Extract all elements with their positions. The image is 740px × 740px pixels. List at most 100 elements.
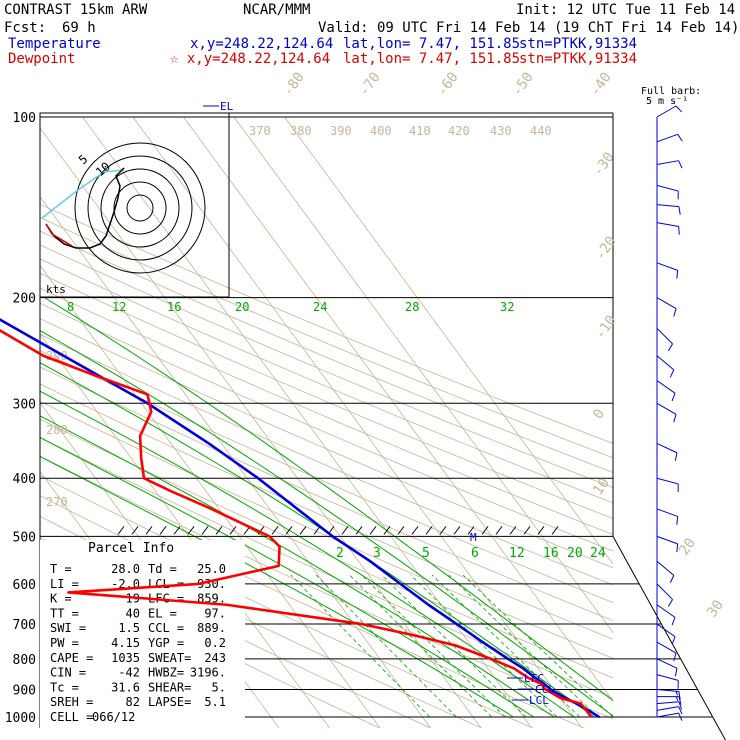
dry-adiabat-line — [40, 230, 613, 473]
dewpoint-station: stn=PTKK,91334 — [519, 51, 637, 67]
pressure-tick-label: 300 — [13, 397, 36, 412]
wind-barb-shaft — [656, 658, 678, 669]
dry-adiabat-line — [40, 455, 613, 720]
wind-barb-shaft — [656, 623, 676, 638]
temperature-point — [507, 657, 509, 660]
dewpoint-point — [472, 651, 475, 654]
wind-barb-feather — [671, 636, 676, 645]
wind-barb-shaft — [656, 402, 677, 415]
freezing-hatch — [173, 526, 181, 535]
isotherm-label: -30 — [590, 149, 618, 179]
isotherm-label: -50 — [509, 69, 537, 99]
dewpoint-point — [585, 709, 588, 712]
parcel-info-cell: SHEAR= — [148, 680, 191, 694]
dry-adiabat-line — [40, 366, 613, 622]
temperature-point — [207, 442, 210, 445]
pressure-tick-label: 200 — [13, 292, 36, 307]
dry-adiabat-line — [40, 244, 613, 488]
dewpoint-latlon: lat,lon= 7.47, 151.85 — [343, 51, 520, 67]
isotherm-label: 20 — [676, 535, 699, 558]
wind-barb-feather — [673, 414, 677, 423]
mixing-ratio-line — [349, 574, 493, 718]
dewpoint-point — [95, 374, 97, 377]
hodograph-ring — [113, 181, 167, 235]
wind-barb — [656, 712, 683, 721]
hodograph-units: kts — [46, 283, 66, 296]
parcel-info-cell: 82 — [126, 695, 140, 709]
theta-label: 420 — [448, 124, 470, 138]
wind-barb-feather — [678, 691, 681, 700]
parcel-info-cell: SREH = — [50, 695, 93, 709]
temperature-point — [369, 560, 372, 563]
pressure-tick-label: 1000 — [5, 711, 36, 726]
parcel-info-cell: Td = — [148, 562, 177, 576]
dewpoint-point — [540, 682, 542, 685]
hodograph-trace-low — [45, 223, 73, 247]
hodograph-trace — [45, 167, 125, 249]
mixing-ratio-line — [290, 574, 430, 718]
parcel-info-cell: CAPE = — [50, 651, 93, 665]
freezing-hatch — [145, 526, 153, 535]
wind-barb-feather — [676, 516, 679, 525]
freezing-hatch — [481, 526, 489, 535]
wind-barb-feather — [678, 712, 683, 721]
wind-barb-shaft — [656, 674, 679, 681]
wind-barb-feather — [676, 270, 679, 279]
mixing-ratio-line — [462, 574, 613, 718]
wind-barb-feather — [675, 691, 679, 696]
mixing-ratio-label: 20 — [567, 546, 583, 561]
parcel-info-cell: 4.15 — [111, 636, 140, 650]
lcl-marker-label: LCL — [529, 694, 549, 707]
parcel-info-cell: T = — [50, 562, 72, 576]
sounding-series — [0, 318, 601, 719]
dry-adiabat-line — [40, 437, 613, 699]
wind-barb-feather — [667, 343, 673, 352]
chart-header: CONTRAST 15km ARW NCAR/MMM Init: 12 UTC … — [4, 2, 739, 67]
wind-barb — [656, 204, 681, 215]
temperature-point — [598, 716, 601, 718]
moist-adiabat-label: 16 — [167, 300, 181, 314]
dry-adiabat-line — [40, 272, 613, 519]
plot-frame-right — [612, 113, 727, 740]
wind-barb — [656, 477, 679, 493]
freezing-hatch — [159, 526, 167, 535]
wind-barb — [656, 689, 681, 700]
wind-barb-feather — [678, 226, 680, 235]
wind-barb-feather — [676, 543, 679, 553]
theta-label: 430 — [490, 124, 512, 138]
freezing-hatch — [257, 526, 265, 535]
temperature-point — [427, 603, 430, 606]
mixing-ratio-label: 24 — [590, 546, 606, 561]
wind-barb — [656, 535, 679, 553]
lfc-marker-label: LFC — [524, 672, 544, 685]
barb-legend-line1: Full barb: — [641, 86, 701, 97]
model-title: CONTRAST 15km ARW — [4, 2, 148, 18]
temperature-point — [331, 535, 334, 538]
wind-barb — [656, 442, 678, 461]
pressure-tick-label: 700 — [13, 618, 36, 633]
freezing-hatch — [299, 526, 307, 535]
parcel-info-cell: 889. — [197, 621, 226, 635]
wind-barb-feather — [669, 369, 675, 378]
hodograph-frame — [39, 112, 230, 298]
freezing-hatch — [369, 526, 377, 535]
isotherm-line — [82, 116, 533, 728]
dry-adiabat-line — [40, 383, 613, 640]
parcel-info-cell: EL = — [148, 606, 177, 620]
moist-adiabat-label: 28 — [405, 300, 419, 314]
freezing-hatch — [215, 526, 223, 535]
dewpoint-point — [360, 623, 363, 625]
moist-adiabat-label: 20 — [235, 300, 249, 314]
freezing-hatch — [383, 526, 391, 535]
wind-barb — [656, 674, 679, 689]
forecast-label: Fcst: — [4, 20, 46, 36]
dewpoint-point — [513, 667, 515, 670]
temperature-point — [562, 695, 565, 698]
wind-barb-feather — [678, 160, 683, 169]
wind-barb-feather — [667, 599, 673, 607]
hodograph-ring — [74, 142, 206, 274]
freezing-hatch — [271, 526, 279, 535]
temperature-point — [455, 623, 458, 625]
